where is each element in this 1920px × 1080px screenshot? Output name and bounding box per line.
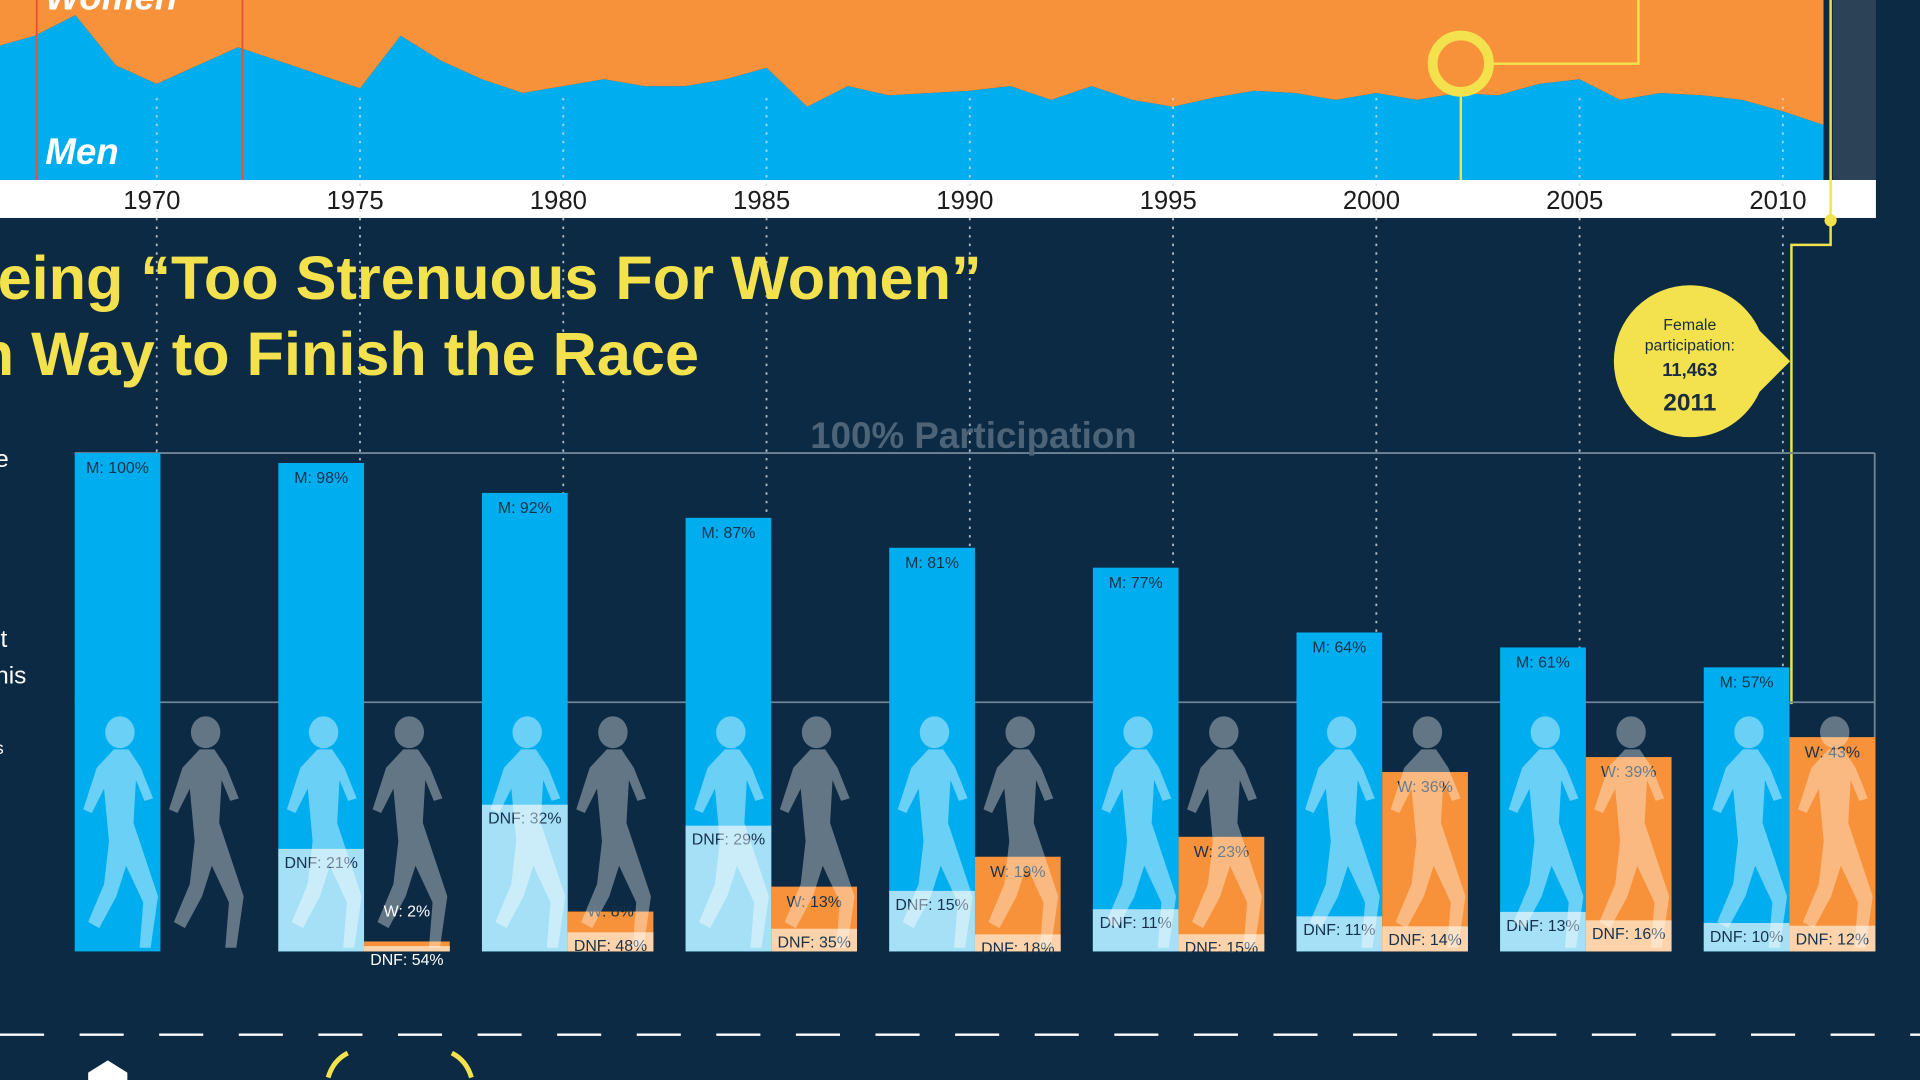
bar-label: M: 64% <box>1312 640 1366 657</box>
callout-value: 11,463 <box>1662 359 1717 380</box>
dnf-bar <box>567 932 654 952</box>
side-panel <box>1833 0 1876 180</box>
area-women <box>0 0 1824 126</box>
callout-year: 2011 <box>1663 390 1716 417</box>
dnf-bar <box>974 934 1061 952</box>
dnf-label: DNF: 35% <box>777 935 850 952</box>
annotation-dot <box>1824 214 1837 227</box>
x-tick-label: 1990 <box>936 187 993 215</box>
side-text: e <box>0 446 9 473</box>
bar-label: M: 98% <box>294 470 348 487</box>
subtitle: n Way to Finish the Race <box>0 320 699 388</box>
legend-label: Women <box>45 0 177 18</box>
logo-icon <box>88 1060 128 1080</box>
callout-text: participation: <box>1645 338 1735 355</box>
dnf-label: DNF: 12% <box>1796 932 1869 949</box>
x-tick-label: 2005 <box>1546 187 1603 215</box>
highlight-ring <box>1427 30 1494 97</box>
reference-label: 100% Participation <box>810 415 1137 456</box>
bar-label: M: 77% <box>1109 575 1163 592</box>
bar-chart: M: 100%M: 98%DNF: 21%M: 92%DNF: 32%M: 87… <box>74 453 1876 969</box>
dnf-label: DNF: 54% <box>370 952 443 969</box>
x-tick-label: 1975 <box>327 187 384 215</box>
annotation-lines <box>1459 0 1832 705</box>
area-men <box>0 15 1824 180</box>
dnf-label: DNF: 16% <box>1592 926 1665 943</box>
bar-label: M: 81% <box>905 555 959 572</box>
dnf-label: DNF: 48% <box>574 938 647 955</box>
dnf-label: DNF: 18% <box>981 940 1054 957</box>
bar-label: M: 57% <box>1720 674 1774 691</box>
x-tick-label: 1980 <box>530 187 587 215</box>
x-tick-label: 2010 <box>1749 187 1806 215</box>
bar-label: M: 100% <box>86 460 149 477</box>
side-text: s <box>0 738 4 758</box>
x-tick-label: 1995 <box>1140 187 1197 215</box>
x-axis-strip <box>0 180 1876 218</box>
dnf-bar <box>771 928 858 952</box>
dnf-label: DNF: 14% <box>1388 932 1461 949</box>
side-text: it <box>0 626 8 653</box>
dnf-bar <box>364 946 450 952</box>
callout-bubble <box>1613 285 1791 438</box>
x-tick-label: 1985 <box>733 187 790 215</box>
area-chart: Women Men <box>0 0 1824 180</box>
title: eing “Too Strenuous For Women” <box>0 244 982 312</box>
bar-label: M: 87% <box>701 525 755 542</box>
side-text: his <box>0 663 26 690</box>
dnf-label: DNF: 15% <box>1185 940 1258 957</box>
legend-label: Men <box>45 131 118 172</box>
x-tick-label: 1970 <box>123 187 180 215</box>
callout-text: Female <box>1663 317 1716 334</box>
bar-label: M: 92% <box>498 500 552 517</box>
x-tick-label: 2000 <box>1343 187 1400 215</box>
dnf-bar <box>1178 934 1265 952</box>
dnf-label: DNF: 10% <box>1710 929 1783 946</box>
bar-label: M: 61% <box>1516 655 1570 672</box>
laurel-icon <box>325 1050 474 1079</box>
